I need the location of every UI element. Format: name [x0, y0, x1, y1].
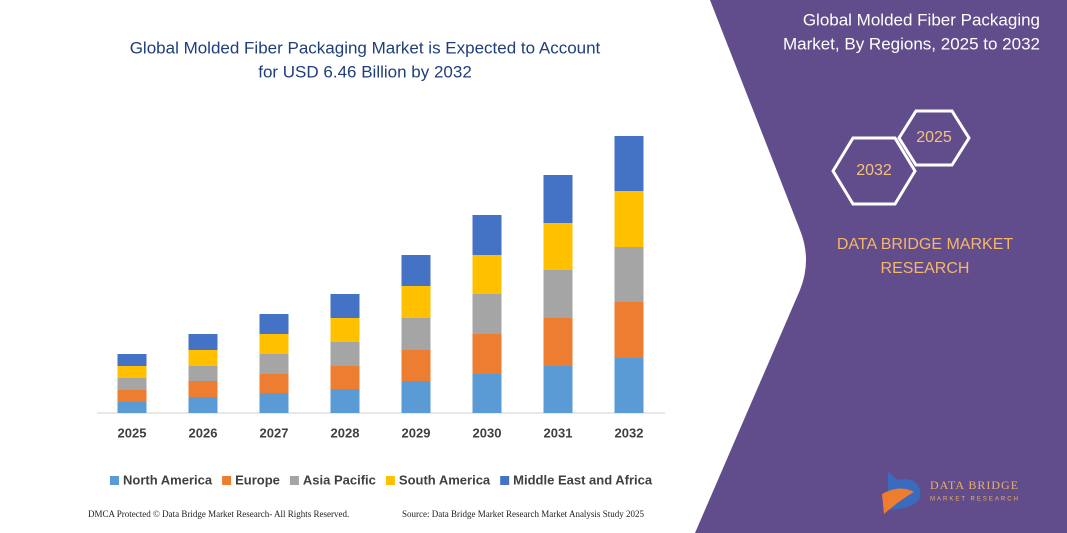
hex-label: 2025 [916, 129, 952, 146]
bar-segment [188, 397, 218, 413]
bar-segment [614, 136, 644, 191]
bar-segment [614, 302, 644, 358]
panel-title: Global Molded Fiber Packaging [803, 10, 1040, 29]
bar-segment [330, 366, 360, 389]
bar-segment [188, 366, 218, 381]
bar-segment [330, 318, 360, 342]
legend-swatch [500, 476, 510, 485]
x-tick-label: 2026 [189, 425, 218, 440]
bar-segment [117, 402, 147, 413]
bar-segment [330, 342, 360, 366]
x-tick-label: 2027 [260, 425, 289, 440]
x-tick-label: 2025 [118, 425, 147, 440]
bar-segment [188, 381, 218, 397]
hexagon [831, 136, 917, 206]
legend-label: Europe [235, 472, 280, 487]
bar-segment [117, 354, 147, 366]
bar-segment [472, 255, 502, 294]
x-tick-label: 2031 [544, 425, 573, 440]
legend-label: North America [123, 472, 213, 487]
bar-segment [401, 381, 431, 413]
logo-mark [882, 488, 914, 514]
side-panel [695, 0, 1067, 533]
bar-segment [472, 374, 502, 413]
bar-segment [543, 270, 573, 318]
legend-swatch [222, 476, 232, 485]
bar-segment [117, 390, 147, 402]
bar-segment [330, 294, 360, 318]
brand-text: DATA BRIDGE MARKET [837, 236, 1014, 253]
logo-text: DATA BRIDGE [930, 478, 1019, 492]
brand-text: RESEARCH [881, 260, 970, 277]
x-tick-label: 2030 [473, 425, 502, 440]
bar-segment [259, 334, 289, 354]
plot: 2025 2026 2027 2028 2029 2030 2031 2032 North Am… [110, 136, 653, 487]
bar-segment [614, 358, 644, 413]
legend-swatch [385, 476, 395, 485]
bar-segment [188, 350, 218, 366]
legend-swatch [289, 476, 299, 485]
legend-label: Asia Pacific [303, 472, 376, 487]
x-tick-label: 2029 [402, 425, 431, 440]
bar-segment [614, 191, 644, 247]
bar-segment [259, 354, 289, 374]
hexagon [897, 109, 971, 167]
panel-title: Market, By Regions, 2025 to 2032 [783, 34, 1040, 53]
x-tick-label: 2028 [331, 425, 360, 440]
bar-segment [543, 318, 573, 366]
bar-segment [401, 286, 431, 318]
legend-label: South America [399, 472, 491, 487]
x-tick-label: 2032 [615, 425, 644, 440]
bar-segment [117, 366, 147, 378]
bar-segment [259, 314, 289, 334]
hex-label: 2032 [856, 162, 892, 179]
bar-segment [401, 318, 431, 350]
bar-segment [614, 247, 644, 302]
bar-segment [188, 334, 218, 350]
footer-text: Source: Data Bridge Market Research Mark… [402, 509, 644, 519]
bar-segment [472, 294, 502, 334]
bar-segment [117, 378, 147, 390]
bar-segment [472, 215, 502, 255]
chart-title: for USD 6.46 Billion by 2032 [258, 62, 472, 81]
bar-segment [259, 374, 289, 393]
chart-title: Global Molded Fiber Packaging Market is … [130, 38, 601, 57]
bar-segment [543, 366, 573, 413]
bar-segment [543, 223, 573, 270]
legend-label: Middle East and Africa [513, 472, 653, 487]
bar-segment [472, 334, 502, 374]
bar-segment [543, 175, 573, 223]
bar-segment [401, 350, 431, 381]
bar-segment [401, 255, 431, 286]
legend-swatch [110, 476, 119, 485]
logo-text: MARKET RESEARCH [930, 497, 1020, 503]
bar-segment [330, 389, 360, 413]
bar-segment [259, 393, 289, 413]
footer-text: DMCA Protected © Data Bridge Market Rese… [88, 509, 349, 519]
